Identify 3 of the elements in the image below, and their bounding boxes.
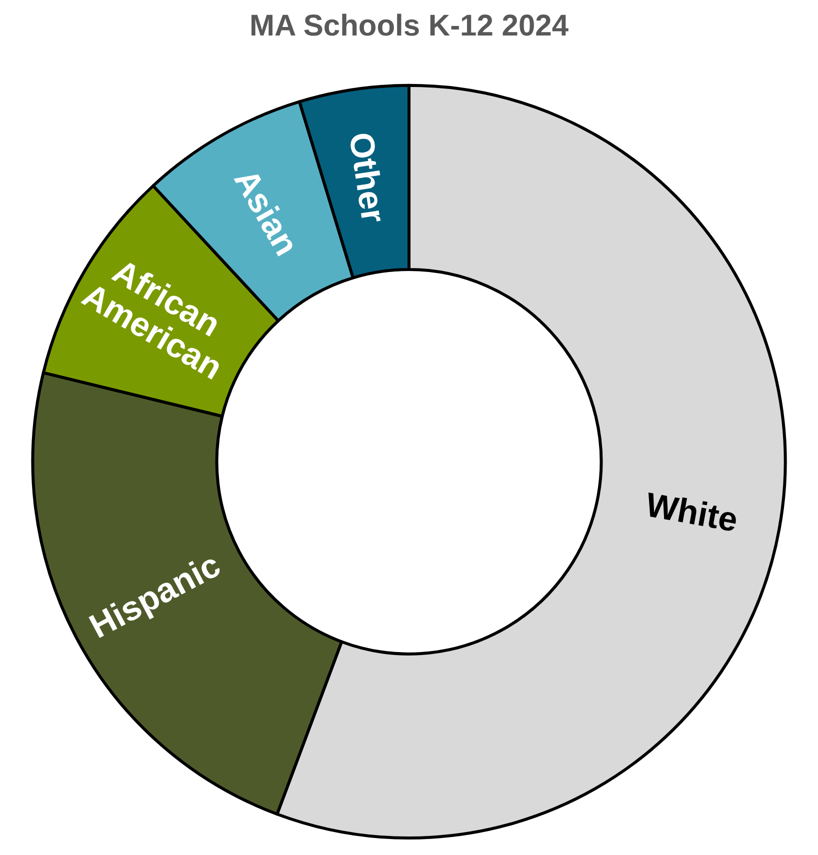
chart-title: MA Schools K-12 2024 xyxy=(250,10,569,42)
slice-label: Other xyxy=(341,130,392,226)
slice-label: White xyxy=(642,486,741,540)
